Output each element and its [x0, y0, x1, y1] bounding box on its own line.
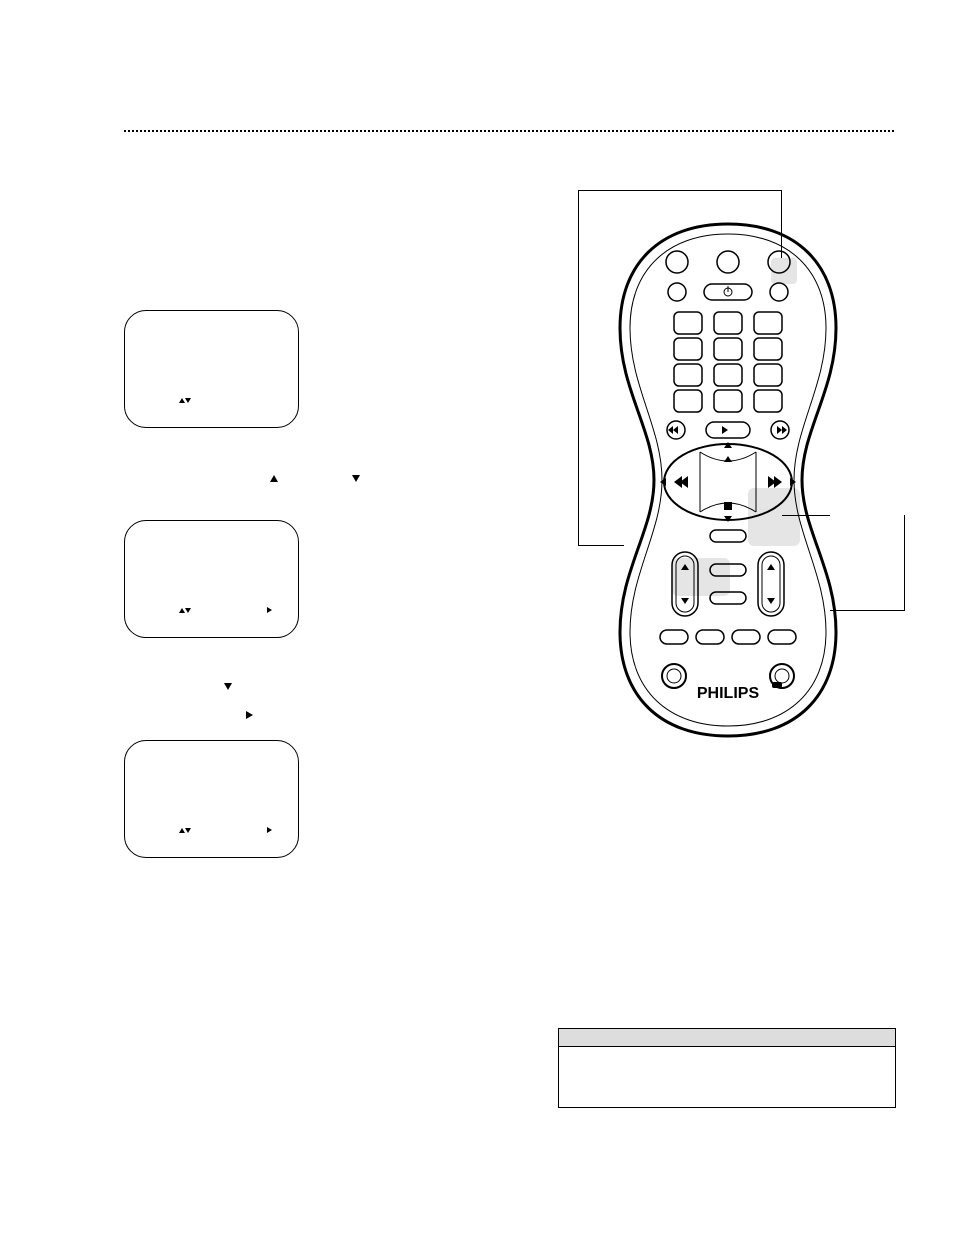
- leader-line: [578, 190, 579, 545]
- remote-svg: PHILIPS: [602, 220, 854, 740]
- arrow-down-icon: [224, 683, 232, 690]
- leader-line: [904, 515, 905, 611]
- arrow-right-icon: [246, 711, 253, 719]
- section-rule: [124, 130, 894, 132]
- inline-glyph-down2: [224, 678, 232, 696]
- hint-body: [559, 1047, 895, 1107]
- glyph-right: [267, 605, 272, 616]
- arrow-down-icon: [185, 398, 191, 403]
- leader-line: [782, 515, 830, 516]
- glyph-row: [179, 825, 191, 836]
- highlight-dpad-right: [748, 488, 800, 546]
- menu-screen-1: [124, 310, 299, 428]
- arrow-right-icon: [267, 607, 272, 613]
- glyph-row: [179, 395, 191, 406]
- leader-line: [781, 190, 782, 258]
- leader-line: [578, 190, 781, 191]
- manual-page: PHILIPS PHILIPS: [0, 0, 954, 1235]
- arrow-right-icon: [267, 827, 272, 833]
- hint-header: [559, 1029, 895, 1047]
- inline-glyph-right2: [246, 706, 253, 724]
- arrow-down-icon: [185, 828, 191, 833]
- menu-screen-3: [124, 740, 299, 858]
- arrow-down-icon: [352, 475, 360, 482]
- remote-diagram: PHILIPS: [570, 190, 910, 750]
- arrow-down-icon: [185, 608, 191, 613]
- inline-glyph-updown: [270, 470, 278, 488]
- glyph-right: [267, 825, 272, 836]
- inline-glyph-down: [352, 470, 360, 488]
- remote-body: PHILIPS: [602, 220, 854, 740]
- leader-line: [830, 610, 905, 611]
- glyph-row: [179, 605, 191, 616]
- highlight-select-pill: [672, 558, 730, 596]
- highlight-top-right-button: [771, 258, 797, 284]
- menu-screen-2: [124, 520, 299, 638]
- leader-line: [578, 545, 624, 546]
- arrow-up-icon: [270, 475, 278, 482]
- brand-label: PHILIPS: [697, 685, 760, 702]
- hint-box: [558, 1028, 896, 1108]
